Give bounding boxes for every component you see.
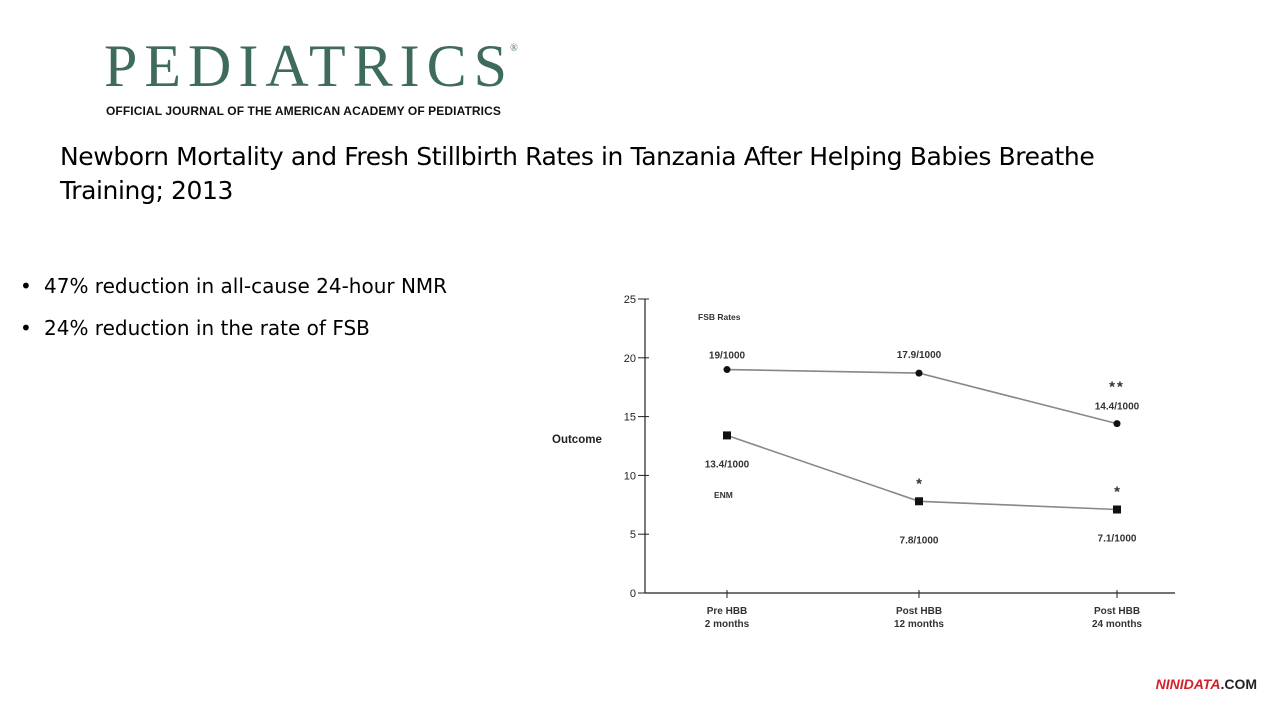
watermark-domain: .COM: [1220, 676, 1257, 692]
bullet-text: 24% reduction in the rate of FSB: [44, 316, 370, 340]
data-label: 7.1/1000: [1098, 534, 1137, 545]
bullet-dot-icon: •: [20, 274, 32, 298]
x-tick-label: 2 months: [705, 619, 750, 630]
x-tick-label: Post HBB: [1094, 606, 1140, 617]
bullet-list: • 47% reduction in all-cause 24-hour NMR …: [20, 270, 447, 354]
bullet-text: 47% reduction in all-cause 24-hour NMR: [44, 274, 448, 298]
series-line-fsb: [726, 368, 1118, 425]
x-tick-label: 24 months: [1092, 619, 1142, 630]
watermark: NINIDATA.COM: [1156, 676, 1257, 692]
x-tick-label: 12 months: [894, 619, 944, 630]
bullet-item: • 24% reduction in the rate of FSB: [20, 312, 447, 354]
x-tick-label: Pre HBB: [707, 606, 748, 617]
logo-text: PEDIATRICS: [104, 33, 515, 99]
x-tick-label: Post HBB: [896, 606, 942, 617]
data-label: 7.8/1000: [900, 535, 939, 546]
bullet-item: • 47% reduction in all-cause 24-hour NMR: [20, 270, 447, 312]
series-name-enm: ENM: [714, 490, 733, 500]
slide-title: Newborn Mortality and Fresh Stillbirth R…: [60, 142, 1095, 205]
data-point: [1113, 420, 1121, 428]
significance-marker: *: [1114, 484, 1120, 501]
watermark-brand: NINIDATA: [1155, 676, 1221, 692]
data-label: 13.4/1000: [705, 459, 750, 470]
registered-mark: ®: [510, 43, 518, 54]
data-label: 14.4/1000: [1095, 402, 1140, 413]
bullet-dot-icon: •: [20, 316, 32, 340]
y-tick-label: 5: [630, 529, 636, 541]
y-tick-label: 15: [624, 412, 636, 424]
data-label: 19/1000: [709, 351, 746, 362]
data-point: [723, 366, 731, 374]
y-axis-label: Outcome: [552, 434, 602, 446]
journal-subtitle: OFFICIAL JOURNAL OF THE AMERICAN ACADEMY…: [106, 104, 501, 118]
data-point: [1113, 505, 1121, 514]
data-point: [915, 369, 923, 377]
pediatrics-logo: PEDIATRICS®: [104, 36, 518, 96]
y-tick-label: 25: [624, 294, 636, 306]
significance-marker: **: [1109, 379, 1125, 396]
y-tick-label: 0: [630, 588, 636, 600]
data-point: [915, 497, 923, 506]
line-chart: 0 5 10 15 20 25 Outcome Pre HBB 2 months Post HBB…: [552, 294, 1175, 630]
significance-marker: *: [916, 475, 922, 492]
series-name-fsb: FSB Rates: [698, 312, 741, 322]
data-point: [723, 431, 731, 440]
y-tick-label: 10: [624, 470, 636, 482]
data-label: 17.9/1000: [897, 350, 942, 361]
y-tick-label: 20: [624, 353, 636, 365]
